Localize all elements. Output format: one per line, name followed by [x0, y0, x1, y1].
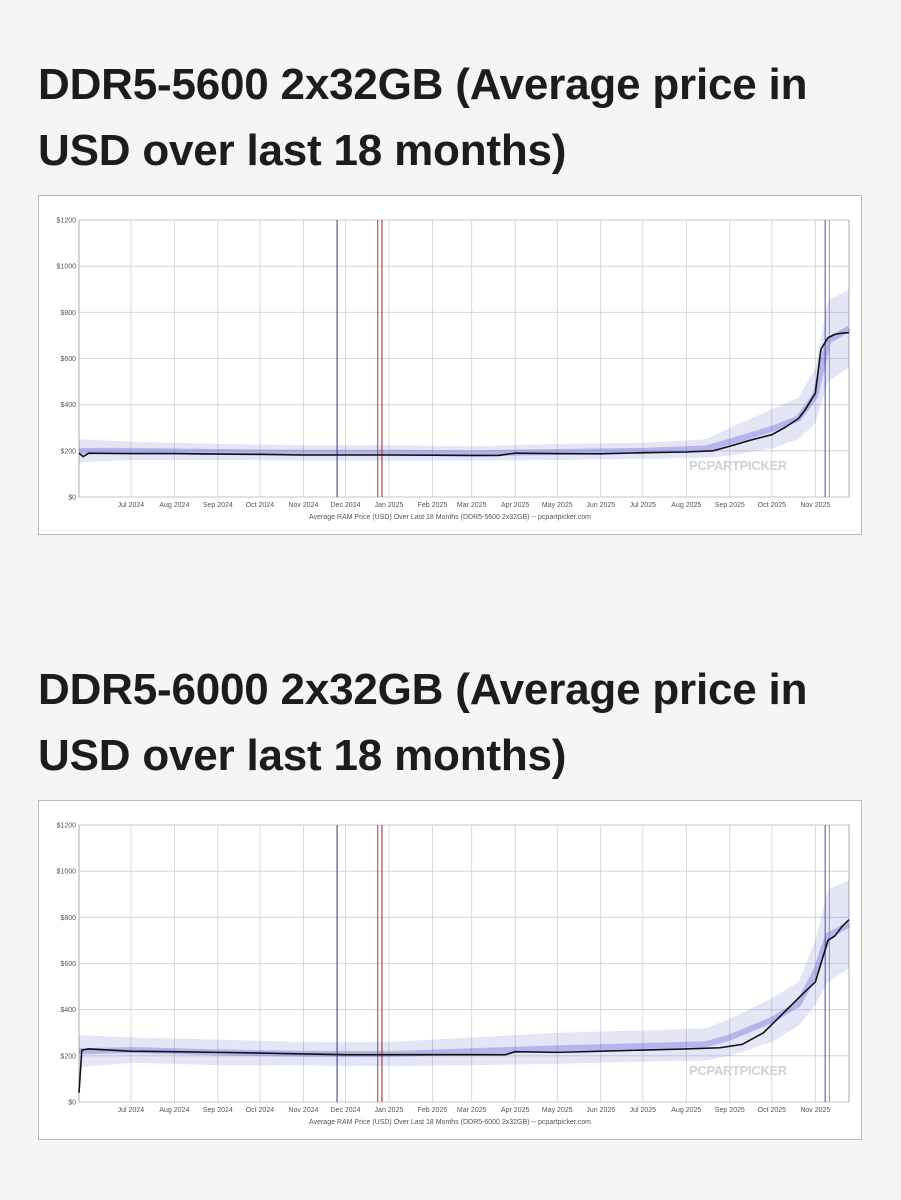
x-tick-label: May 2025: [542, 502, 573, 509]
x-tick-label: Jul 2024: [118, 502, 145, 509]
x-tick-label: Oct 2024: [246, 1107, 275, 1114]
y-tick-label: $1000: [57, 869, 77, 876]
price-chart-frame: $0 $200 $400 $600 $800 $1000 $1200 Jul 2024 Aug …: [38, 195, 862, 535]
x-tick-label: Oct 2025: [758, 1107, 787, 1114]
price-range-band: [79, 880, 849, 1068]
y-tick-label: $800: [60, 310, 76, 317]
x-tick-label: Mar 2025: [457, 502, 487, 509]
x-tick-label: Nov 2024: [288, 1107, 318, 1114]
watermark-logo: PCPARTPICKER: [689, 1063, 788, 1078]
chart-heading: DDR5-6000 2x32GB (Average price in USD o…: [38, 665, 808, 780]
x-tick-label: Aug 2025: [671, 502, 701, 509]
x-tick-label: Mar 2025: [457, 1107, 487, 1114]
chart-caption: Average RAM Price (USD) Over Last 18 Mon…: [309, 514, 591, 521]
price-chart: $0 $200 $400 $600 $800 $1000 $1200 Jul 2024 Aug …: [57, 218, 851, 521]
plot-layer: $0 $200 $400 $600 $800 $1000 $1200 Jul 2024 Aug …: [57, 823, 851, 1114]
y-tick-label: $200: [60, 1053, 76, 1060]
price-range-band: [79, 289, 849, 463]
y-tick-label: $600: [60, 356, 76, 363]
x-tick-label: Sep 2024: [203, 502, 233, 509]
y-tick-label: $0: [68, 1100, 76, 1107]
x-tick-label: Jul 2025: [630, 1107, 657, 1114]
x-tick-label: Nov 2025: [800, 1107, 830, 1114]
x-tick-label: Oct 2024: [246, 502, 275, 509]
x-tick-label: Aug 2024: [159, 1107, 189, 1114]
y-tick-label: $600: [60, 961, 76, 968]
x-tick-label: Jul 2024: [118, 1107, 145, 1114]
x-tick-label: Jan 2025: [375, 1107, 404, 1114]
y-tick-label: $1200: [57, 823, 77, 830]
y-tick-label: $200: [60, 448, 76, 455]
x-tick-label: Dec 2024: [331, 502, 361, 509]
chart-caption: Average RAM Price (USD) Over Last 18 Mon…: [309, 1119, 591, 1126]
y-tick-label: $0: [68, 495, 76, 502]
x-tick-label: Sep 2024: [203, 1107, 233, 1114]
x-tick-label: Oct 2025: [758, 502, 787, 509]
x-tick-label: Dec 2024: [331, 1107, 361, 1114]
plot-layer: $0 $200 $400 $600 $800 $1000 $1200 Jul 2024 Aug …: [57, 218, 851, 509]
y-tick-label: $400: [60, 402, 76, 409]
x-tick-label: Sep 2025: [715, 1107, 745, 1114]
y-tick-label: $1200: [57, 218, 77, 225]
y-tick-label: $400: [60, 1007, 76, 1014]
x-tick-label: Apr 2025: [501, 502, 530, 509]
x-tick-label: Feb 2025: [418, 1107, 448, 1114]
x-tick-label: Sep 2025: [715, 502, 745, 509]
price-chart: $0 $200 $400 $600 $800 $1000 $1200 Jul 2024 Aug …: [57, 823, 851, 1126]
average-price-line: [78, 331, 850, 458]
x-tick-label: Aug 2024: [159, 502, 189, 509]
x-tick-label: May 2025: [542, 1107, 573, 1114]
x-tick-label: Apr 2025: [501, 1107, 530, 1114]
watermark-logo: PCPARTPICKER: [689, 458, 788, 473]
x-tick-label: Feb 2025: [418, 502, 448, 509]
x-tick-label: Jan 2025: [375, 502, 404, 509]
y-tick-label: $1000: [57, 264, 77, 271]
x-tick-label: Jun 2025: [586, 1107, 615, 1114]
chart-heading: DDR5-5600 2x32GB (Average price in USD o…: [38, 60, 808, 175]
x-tick-label: Jul 2025: [630, 502, 657, 509]
x-tick-label: Jun 2025: [586, 502, 615, 509]
average-price-line: [78, 919, 850, 1093]
y-tick-label: $800: [60, 915, 76, 922]
price-chart-frame: $0 $200 $400 $600 $800 $1000 $1200 Jul 2024 Aug …: [38, 800, 862, 1140]
x-tick-label: Aug 2025: [671, 1107, 701, 1114]
x-tick-label: Nov 2025: [800, 502, 830, 509]
x-tick-label: Nov 2024: [288, 502, 318, 509]
